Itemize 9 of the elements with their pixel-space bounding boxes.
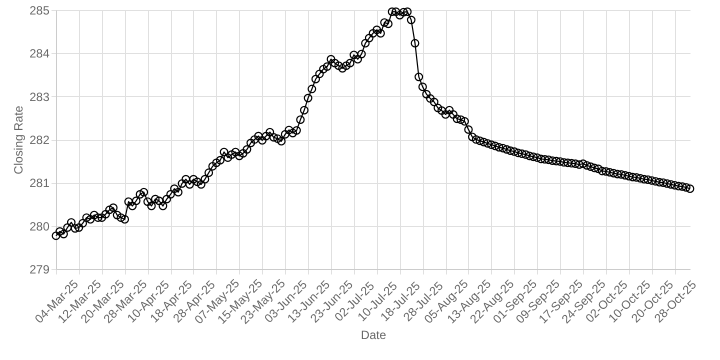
y-tick-label: 282 [29, 133, 50, 147]
y-tick-label: 280 [29, 219, 50, 234]
y-axis-title: Closing Rate [11, 105, 26, 174]
y-tick-label: 281 [29, 176, 50, 190]
y-tick-label: 279 [29, 262, 50, 276]
y-tick-label: 284 [29, 46, 50, 61]
y-tick-label: 283 [29, 90, 50, 104]
y-tick-label: 285 [29, 4, 50, 18]
x-axis-title: Date [360, 328, 386, 342]
